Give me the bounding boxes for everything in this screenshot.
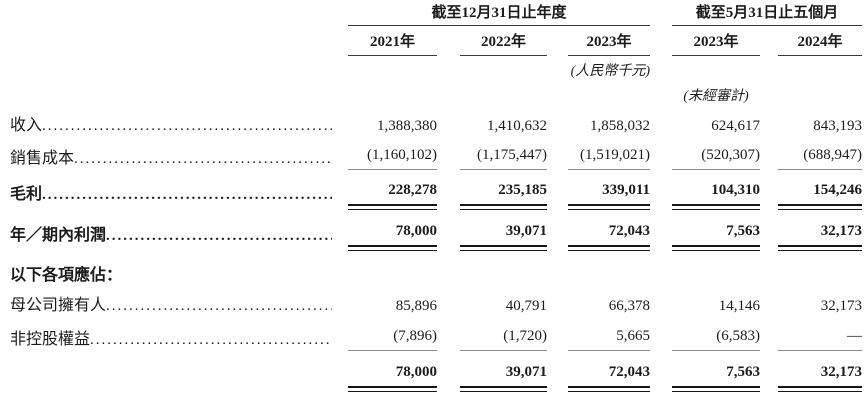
value-cell: 154,246	[778, 179, 862, 210]
table-row-gross-profit: 毛利 .....................................…	[0, 179, 865, 210]
value-cell: 40,791	[505, 298, 547, 314]
value-cell: 1,410,632	[487, 118, 547, 134]
year-header-row: 2021年 2022年 2023年 2023年 2024年	[0, 32, 865, 56]
table-row-cost-of-sales: 銷售成本 ...................................…	[0, 144, 865, 170]
dot-leader: ........................................…	[106, 228, 332, 244]
value-cell: 843,193	[813, 118, 862, 134]
row-label-cell: 以下各項應佔：	[0, 265, 340, 287]
year-column-2021: 2021年	[348, 32, 437, 56]
year-column-2022: 2022年	[460, 32, 547, 56]
value-cell: (1,720)	[460, 325, 547, 351]
value-cell: 85,896	[395, 298, 437, 314]
period-group-annual-label: 截至12月31日止年度	[348, 3, 650, 26]
value-cell: 5,665	[568, 325, 650, 351]
value-cell: (520,307)	[672, 144, 760, 170]
value-cell: (688,947)	[778, 144, 862, 170]
value-cell: 104,310	[672, 179, 760, 210]
period-group-annual: 截至12月31日止年度	[340, 3, 650, 26]
row-label: 年／期內利潤	[10, 227, 107, 244]
dot-leader: ........................................…	[42, 118, 332, 134]
table-row-owners-of-parent: 母公司擁有人 .................................…	[0, 295, 865, 317]
value-cell: 72,043	[568, 220, 650, 251]
row-label: 收入	[10, 117, 43, 134]
value-cell: 39,071	[460, 361, 547, 392]
value-cell: 339,011	[568, 179, 650, 210]
dot-leader: ........................................…	[106, 298, 332, 314]
table-row-profit: 年／期內利潤 .................................…	[0, 220, 865, 251]
value-cell: (6,583)	[672, 325, 760, 351]
value-cell: 66,378	[608, 298, 650, 314]
year-column-2023-interim: 2023年	[672, 32, 760, 56]
unaudited-note: (未經審計)	[683, 89, 749, 104]
value-cell: 14,146	[718, 298, 760, 314]
value-cell: —	[778, 325, 862, 351]
row-label-cell: 銷售成本 ...................................…	[0, 144, 340, 170]
row-label: 銷售成本	[10, 150, 75, 167]
row-label-cell: 年／期內利潤 .................................…	[0, 220, 340, 247]
value-cell: 32,173	[778, 220, 862, 251]
table-row-non-controlling-interests: 非控股權益 ..................................…	[0, 325, 865, 351]
value-cell: 39,071	[460, 220, 547, 251]
value-cell: 1,388,380	[377, 118, 437, 134]
row-label-cell	[0, 361, 340, 388]
row-label-cell: 收入 .....................................…	[0, 115, 340, 137]
currency-note: (人民幣千元)	[570, 64, 650, 79]
value-cell: 78,000	[348, 220, 437, 251]
value-cell: 32,173	[820, 298, 862, 314]
value-cell: 624,617	[711, 118, 760, 134]
dot-leader: ........................................…	[90, 332, 332, 348]
row-label: 非控股權益	[10, 331, 91, 348]
value-cell: 7,563	[672, 361, 760, 392]
row-label-cell: 非控股權益 ..................................…	[0, 325, 340, 351]
value-cell: (1,175,447)	[460, 144, 547, 170]
period-group-row: 截至12月31日止年度 截至5月31日止五個月	[0, 3, 865, 26]
value-cell: (1,519,021)	[568, 144, 650, 170]
dot-leader: ........................................…	[74, 151, 332, 167]
value-cell: 228,278	[348, 179, 437, 210]
value-cell: 72,043	[568, 361, 650, 392]
value-cell: (7,896)	[348, 325, 437, 351]
value-cell: 7,563	[672, 220, 760, 251]
period-group-interim-label: 截至5月31日止五個月	[672, 3, 862, 26]
financial-summary-table: 截至12月31日止年度 截至5月31日止五個月 2021年 2022年 2023…	[0, 3, 865, 392]
header-spacer	[0, 3, 340, 26]
table-row-profit-total: 78,000 39,071 72,043 7,563 32,173	[0, 361, 865, 392]
header-spacer	[0, 32, 340, 56]
dot-leader: ........................................…	[42, 187, 332, 203]
row-label-cell: 母公司擁有人 .................................…	[0, 295, 340, 317]
row-label: 母公司擁有人	[10, 297, 107, 314]
period-group-interim: 截至5月31日止五個月	[650, 3, 862, 26]
row-label-cell: 毛利 .....................................…	[0, 179, 340, 206]
value-cell: 1,858,032	[590, 118, 650, 134]
table-row-attributable-heading: 以下各項應佔：	[0, 265, 865, 287]
value-cell: (1,160,102)	[348, 144, 437, 170]
year-column-2023: 2023年	[568, 32, 650, 56]
row-label: 以下各項應佔：	[10, 267, 123, 284]
currency-note-row: (人民幣千元)	[0, 63, 865, 80]
value-cell: 78,000	[348, 361, 437, 392]
year-column-2024-interim: 2024年	[778, 32, 862, 56]
value-cell: 235,185	[460, 179, 547, 210]
table-row-revenue: 收入 .....................................…	[0, 115, 865, 137]
unaudited-note-row: (未經審計)	[0, 88, 865, 105]
value-cell: 32,173	[778, 361, 862, 392]
row-label: 毛利	[10, 186, 43, 203]
